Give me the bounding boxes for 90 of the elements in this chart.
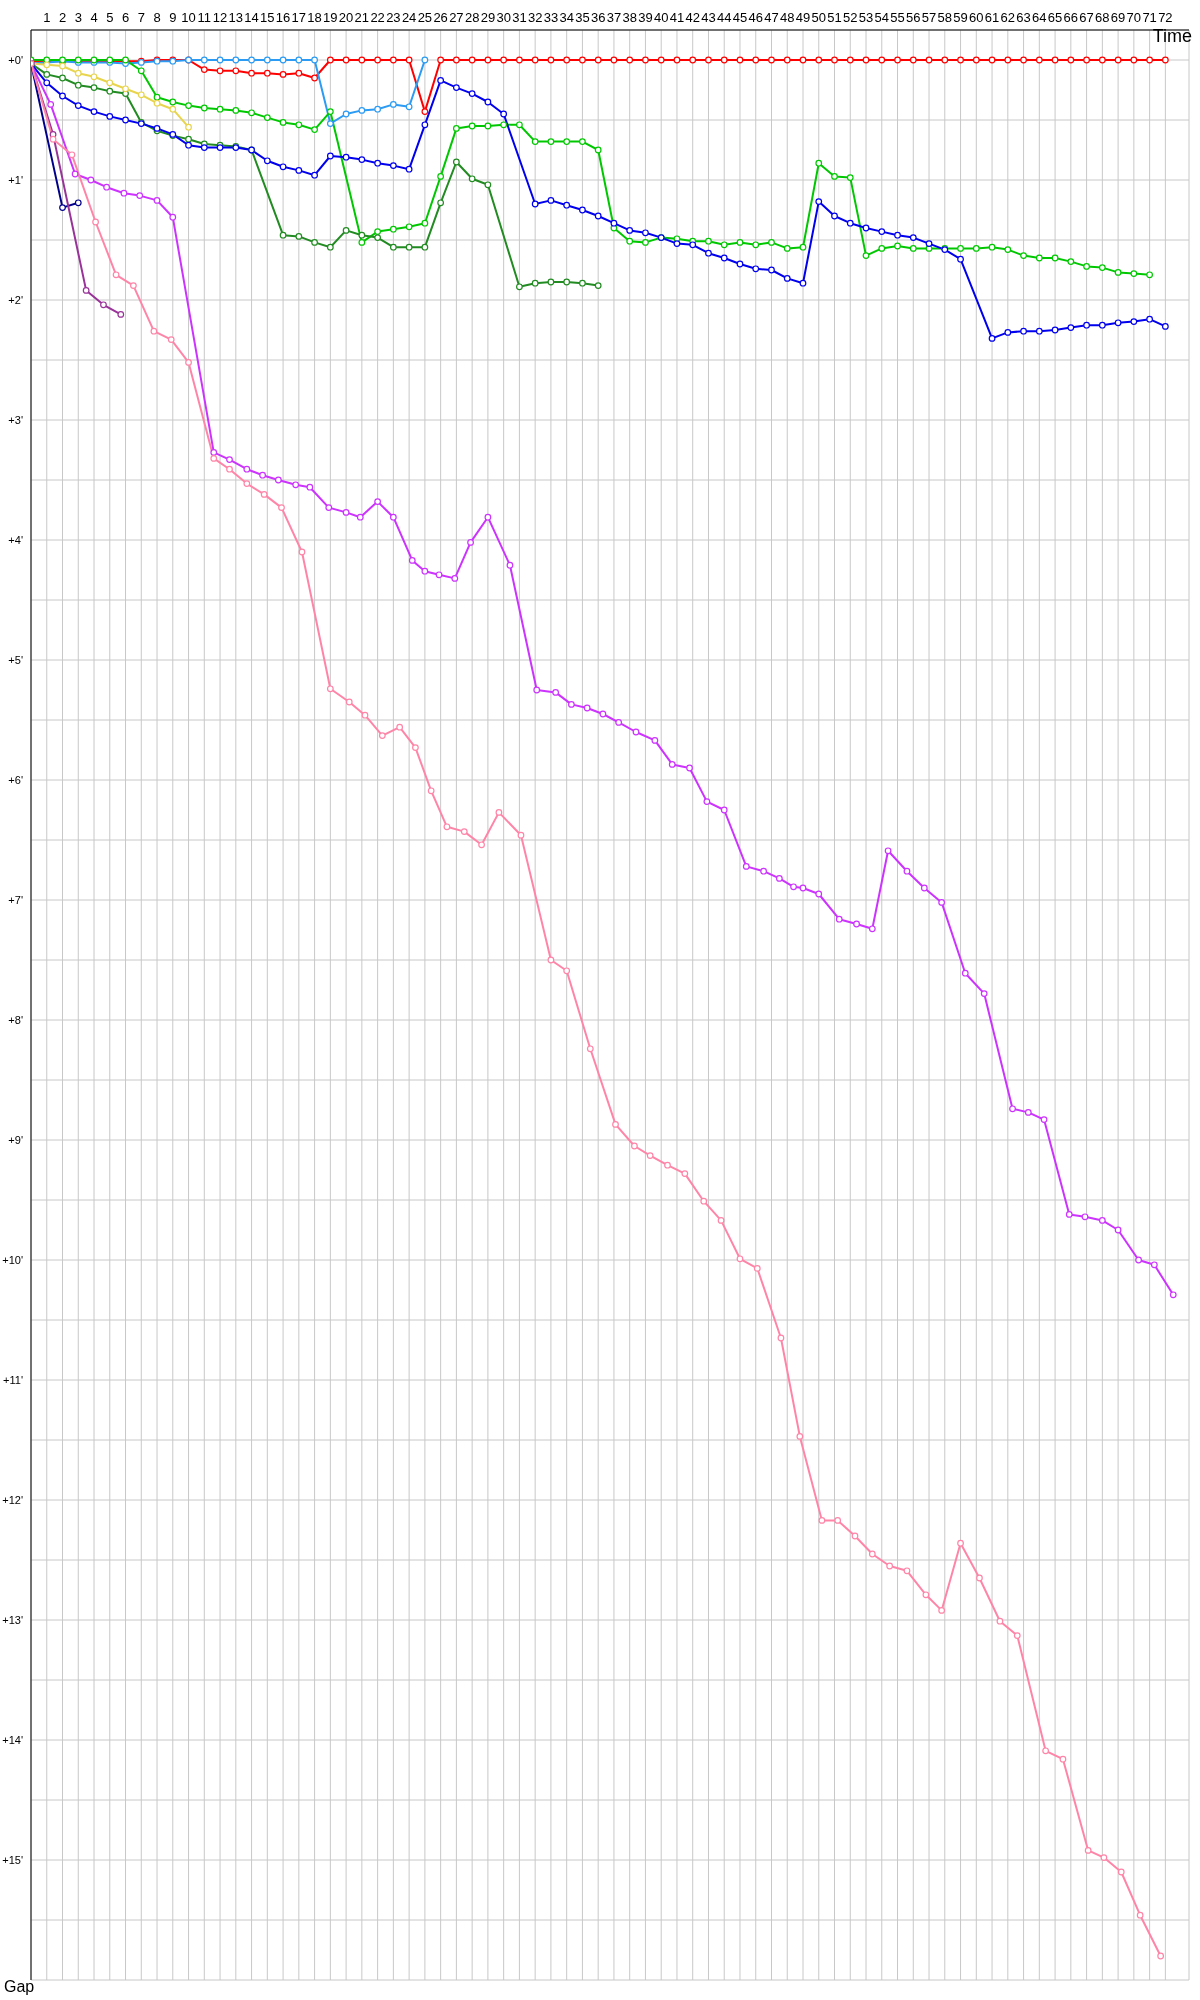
y-tick-label: +12': [2, 1493, 23, 1506]
y-tick-label: +9': [8, 1133, 23, 1146]
x-tick-label: 56: [906, 10, 921, 25]
x-tick-label: 5: [106, 10, 114, 25]
x-tick-label: 45: [732, 10, 748, 25]
y-tick-label: +7': [8, 893, 23, 906]
x-tick-label: 70: [1126, 10, 1142, 25]
x-tick-label: 65: [1047, 10, 1063, 25]
x-tick-label: 21: [354, 10, 370, 25]
y-tick-label: +6': [8, 773, 23, 786]
x-tick-label: 60: [969, 10, 984, 25]
x-tick-label: 30: [496, 10, 511, 25]
x-tick-label: 18: [307, 10, 322, 25]
x-tick-label: 66: [1063, 10, 1079, 25]
x-tick-label: 20: [338, 10, 354, 25]
x-tick-label: 46: [748, 10, 763, 25]
x-tick-label: 62: [1000, 10, 1016, 25]
x-tick-label: 19: [323, 10, 338, 25]
x-tick-label: 27: [449, 10, 464, 25]
y-tick-label: +0': [8, 53, 23, 66]
y-tick-label: +8': [8, 1013, 23, 1026]
x-tick-label: 17: [291, 10, 307, 25]
x-tick-label: 43: [701, 10, 716, 25]
x-tick-label: 59: [953, 10, 968, 25]
x-tick-label: 48: [780, 10, 795, 25]
x-tick-label: 51: [827, 10, 842, 25]
x-tick-label: 31: [512, 10, 527, 25]
x-tick-label: 11: [197, 10, 212, 25]
y-tick-label: +10': [2, 1253, 23, 1266]
x-tick-label: 39: [638, 10, 653, 25]
x-tick-label: 55: [890, 10, 905, 25]
x-tick-label: 24: [401, 10, 417, 25]
x-tick-label: 14: [244, 10, 259, 25]
x-tick-label: 23: [386, 10, 401, 25]
y-tick-label: +14': [2, 1733, 23, 1746]
x-tick-label: 9: [169, 10, 177, 25]
x-tick-label: 28: [464, 10, 480, 25]
x-tick-label: 38: [622, 10, 637, 25]
x-tick-label: 69: [1110, 10, 1126, 25]
x-tick-label: 53: [858, 10, 874, 25]
x-tick-label: 26: [433, 10, 448, 25]
x-tick-label: 37: [606, 10, 622, 25]
x-tick-label: 57: [921, 10, 937, 25]
y-tick-label: +3': [8, 413, 23, 426]
x-tick-label: 36: [590, 10, 606, 25]
x-tick-label: 35: [575, 10, 590, 25]
x-tick-label: 16: [275, 10, 291, 25]
x-tick-label: 33: [543, 10, 559, 25]
x-tick-label: 52: [843, 10, 858, 25]
x-tick-label: 10: [181, 10, 196, 25]
x-tick-label: 54: [874, 10, 890, 25]
x-tick-label: 8: [153, 10, 161, 25]
x-tick-label: 58: [937, 10, 953, 25]
x-tick-label: 42: [685, 10, 700, 25]
x-tick-label: 64: [1032, 10, 1047, 25]
x-tick-label: 7: [137, 10, 145, 25]
y-tick-label: +13': [2, 1613, 23, 1626]
x-tick-label: 63: [1016, 10, 1031, 25]
x-tick-label: 3: [74, 10, 82, 25]
x-tick-label: 44: [716, 10, 732, 25]
x-tick-label: 72: [1158, 10, 1173, 25]
x-tick-label: 61: [984, 10, 1000, 25]
y-tick-label: +5': [8, 653, 23, 666]
x-tick-label: 13: [228, 10, 244, 25]
x-tick-label: 47: [764, 10, 779, 25]
x-tick-label: 67: [1079, 10, 1094, 25]
x-tick-label: 50: [811, 10, 826, 25]
x-tick-label: 71: [1142, 10, 1157, 25]
x-tick-label: 12: [212, 10, 228, 25]
x-tick-label: 1: [43, 10, 51, 25]
x-tick-label: 34: [559, 10, 574, 25]
x-tick-label: 32: [527, 10, 543, 25]
x-tick-label: 49: [795, 10, 811, 25]
x-tick-label: 22: [370, 10, 385, 25]
x-tick-label: 68: [1095, 10, 1110, 25]
x-tick-label: 41: [669, 10, 685, 25]
x-tick-label: 4: [90, 10, 98, 25]
y-tick-label: +4': [8, 533, 23, 546]
x-tick-label: 40: [653, 10, 669, 25]
y-axis-title: Gap: [4, 1978, 35, 1996]
x-axis-title: Time: [1152, 26, 1192, 47]
y-tick-label: +2': [8, 293, 23, 306]
x-tick-label: 2: [58, 10, 67, 25]
x-tick-label: 29: [480, 10, 496, 25]
x-tick-label: 15: [260, 10, 275, 25]
y-tick-label: +15': [2, 1853, 23, 1866]
y-tick-label: +11': [3, 1373, 23, 1386]
y-tick-label: +1': [8, 173, 23, 186]
x-tick-label: 25: [417, 10, 433, 25]
x-tick-label: 6: [121, 10, 130, 25]
